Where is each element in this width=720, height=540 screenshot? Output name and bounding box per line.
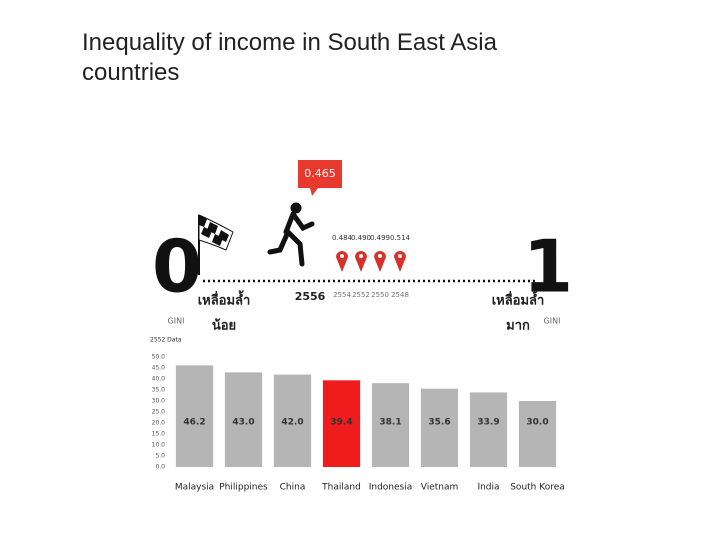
gini-scale: 0 1 0.465 2556 0.484 0.490 0.499 0.514 2… (152, 160, 573, 334)
x-tick-label: India (477, 483, 499, 493)
x-tick-label: Thailand (321, 483, 361, 493)
value-label: 35.6 (428, 418, 450, 428)
low-label: เหลื่อมล้ำ (198, 290, 251, 309)
high-label: มาก (506, 319, 530, 334)
current-gini: 0.465 (304, 167, 336, 180)
chart-subtitle: 2552 Data (150, 337, 182, 344)
callout (298, 160, 342, 196)
history-gini: 0.499 (370, 234, 390, 242)
x-tick-label: Indonesia (369, 483, 413, 493)
bar (371, 383, 410, 467)
slide-title: Inequality of income in South East Asia (82, 29, 498, 56)
low-label: น้อย (212, 318, 236, 334)
bar (322, 380, 361, 467)
scale-max: 1 (523, 225, 573, 309)
pin (336, 251, 348, 272)
gini-label: GINI (168, 317, 185, 326)
current-year: 2556 (295, 290, 326, 303)
x-tick-label: Vietnam (421, 483, 459, 493)
history-year: 2548 (391, 291, 409, 299)
bar (469, 392, 508, 467)
history-gini: 0.490 (351, 234, 371, 242)
value-label: 43.0 (232, 418, 254, 428)
y-tick-label: 45.0 (152, 365, 166, 372)
bar (175, 365, 214, 467)
pin (355, 251, 367, 272)
y-tick-label: 35.0 (152, 387, 166, 394)
y-tick-label: 5.0 (155, 453, 165, 460)
checkered-flag (198, 214, 234, 275)
pin (374, 251, 386, 272)
gini-label: GINI (544, 317, 561, 326)
value-label: 38.1 (379, 418, 401, 428)
history-year: 2552 (352, 291, 370, 299)
bar (224, 372, 263, 467)
value-label: 39.4 (330, 418, 352, 428)
scale-min: 0 (152, 225, 202, 309)
history-gini: 0.514 (390, 234, 411, 242)
y-tick-label: 50.0 (152, 354, 166, 361)
slide-title: countries (82, 59, 179, 86)
value-label: 46.2 (183, 418, 205, 428)
value-label: 42.0 (281, 418, 303, 428)
y-tick-label: 40.0 (152, 376, 166, 383)
y-tick-label: 30.0 (152, 398, 166, 405)
x-tick-label: Philippines (219, 483, 268, 493)
x-tick-label: South Korea (510, 483, 565, 493)
value-label: 30.0 (526, 418, 548, 428)
y-tick-label: 10.0 (152, 442, 166, 449)
high-label: เหลื่อมล้ำ (492, 290, 545, 309)
bar (273, 374, 312, 467)
bar (420, 388, 459, 467)
y-tick-label: 0.0 (155, 464, 165, 471)
value-label: 33.9 (477, 418, 499, 428)
bar (518, 401, 557, 467)
y-tick-label: 20.0 (152, 420, 166, 427)
x-tick-label: Malaysia (175, 483, 214, 493)
y-tick-label: 15.0 (152, 431, 166, 438)
x-tick-label: China (280, 483, 306, 493)
history-gini: 0.484 (332, 234, 353, 242)
y-tick-label: 25.0 (152, 409, 166, 416)
history-year: 2550 (371, 291, 389, 299)
runner-icon (267, 202, 315, 267)
history-year: 2554 (333, 291, 351, 299)
pin (394, 251, 406, 272)
